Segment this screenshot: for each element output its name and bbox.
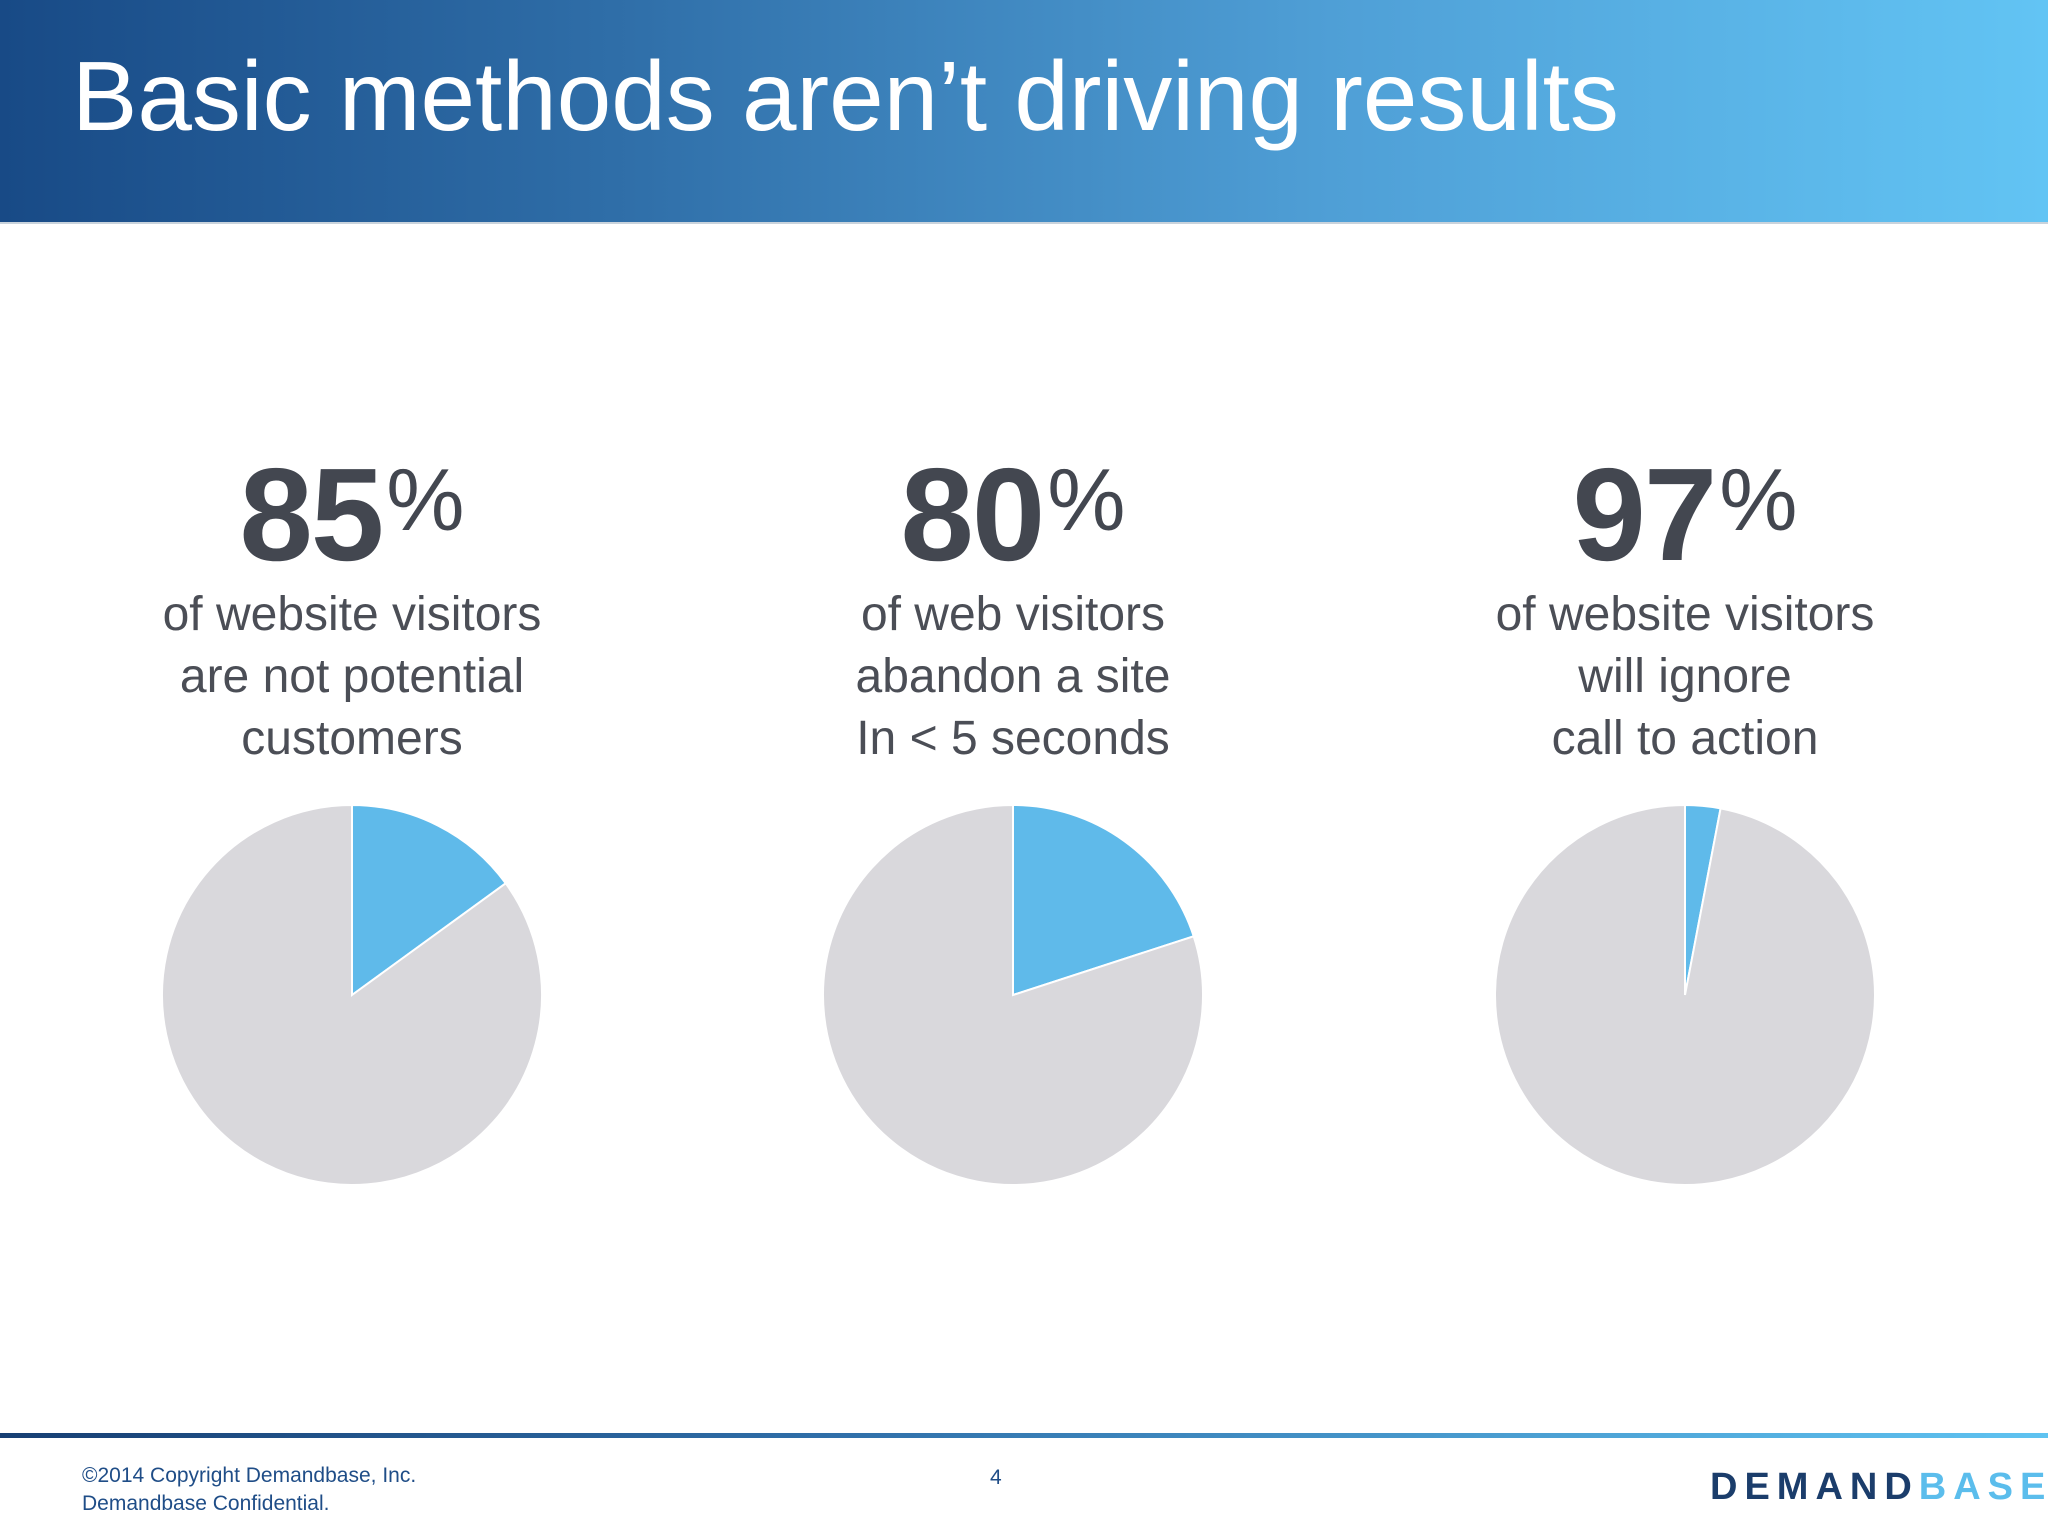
stat-description-line: are not potential: [179, 650, 525, 703]
stat-description-line: of website visitors: [1495, 588, 1875, 641]
stat-block-2: 80% of web visitors abandon a site In < …: [703, 430, 1323, 770]
percent-sign: %: [1719, 450, 1798, 549]
copyright-notice: ©2014 Copyright Demandbase, Inc. Demandb…: [82, 1462, 416, 1518]
slide-title: Basic methods aren’t driving results: [72, 41, 1619, 151]
stat-block-1: 85% of website visitors are not potentia…: [42, 430, 662, 770]
percent-sign: %: [386, 450, 465, 549]
stat-description-line: of web visitors: [860, 588, 1166, 641]
stat-description-line: will ignore: [1578, 650, 1792, 703]
pie-chart-3: [1494, 803, 1876, 1186]
demandbase-logo: DEMANDBASE: [1710, 1466, 2048, 1509]
copyright-line: ©2014 Copyright Demandbase, Inc.: [82, 1464, 417, 1487]
page-number: 4: [990, 1466, 1002, 1489]
pie-slice-highlight: [351, 803, 508, 997]
pie-slice-highlight: [1012, 803, 1195, 997]
stat-number: 97: [1572, 441, 1717, 588]
stat-description: of web visitors abandon a site In < 5 se…: [703, 584, 1323, 770]
pie-slice-remainder: [1494, 803, 1876, 1186]
stat-description-line: call to action: [1551, 712, 1819, 765]
footer-divider: [0, 1433, 2048, 1438]
logo-text-demand: DEMAND: [1710, 1466, 1919, 1508]
logo-text-base: BASE: [1918, 1466, 2048, 1508]
pie-slice-remainder: [822, 803, 1204, 1186]
percent-sign: %: [1047, 450, 1126, 549]
stat-number: 85: [239, 441, 384, 588]
stat-description: of website visitors are not potential cu…: [42, 584, 662, 770]
pie-chart-1: [161, 803, 543, 1186]
stat-description-line: customers: [241, 712, 463, 765]
stat-description-line: of website visitors: [162, 588, 542, 641]
stat-block-3: 97% of website visitors will ignore call…: [1375, 430, 1995, 770]
pie-chart-2: [822, 803, 1204, 1186]
header-banner: Basic methods aren’t driving results: [0, 0, 2048, 224]
stat-description-line: abandon a site: [855, 650, 1171, 703]
stat-description-line: In < 5 seconds: [856, 712, 1170, 765]
confidential-line: Demandbase Confidential.: [82, 1492, 330, 1515]
stat-number: 80: [900, 441, 1045, 588]
stat-description: of website visitors will ignore call to …: [1375, 584, 1995, 770]
pie-slice-remainder: [161, 803, 543, 1186]
